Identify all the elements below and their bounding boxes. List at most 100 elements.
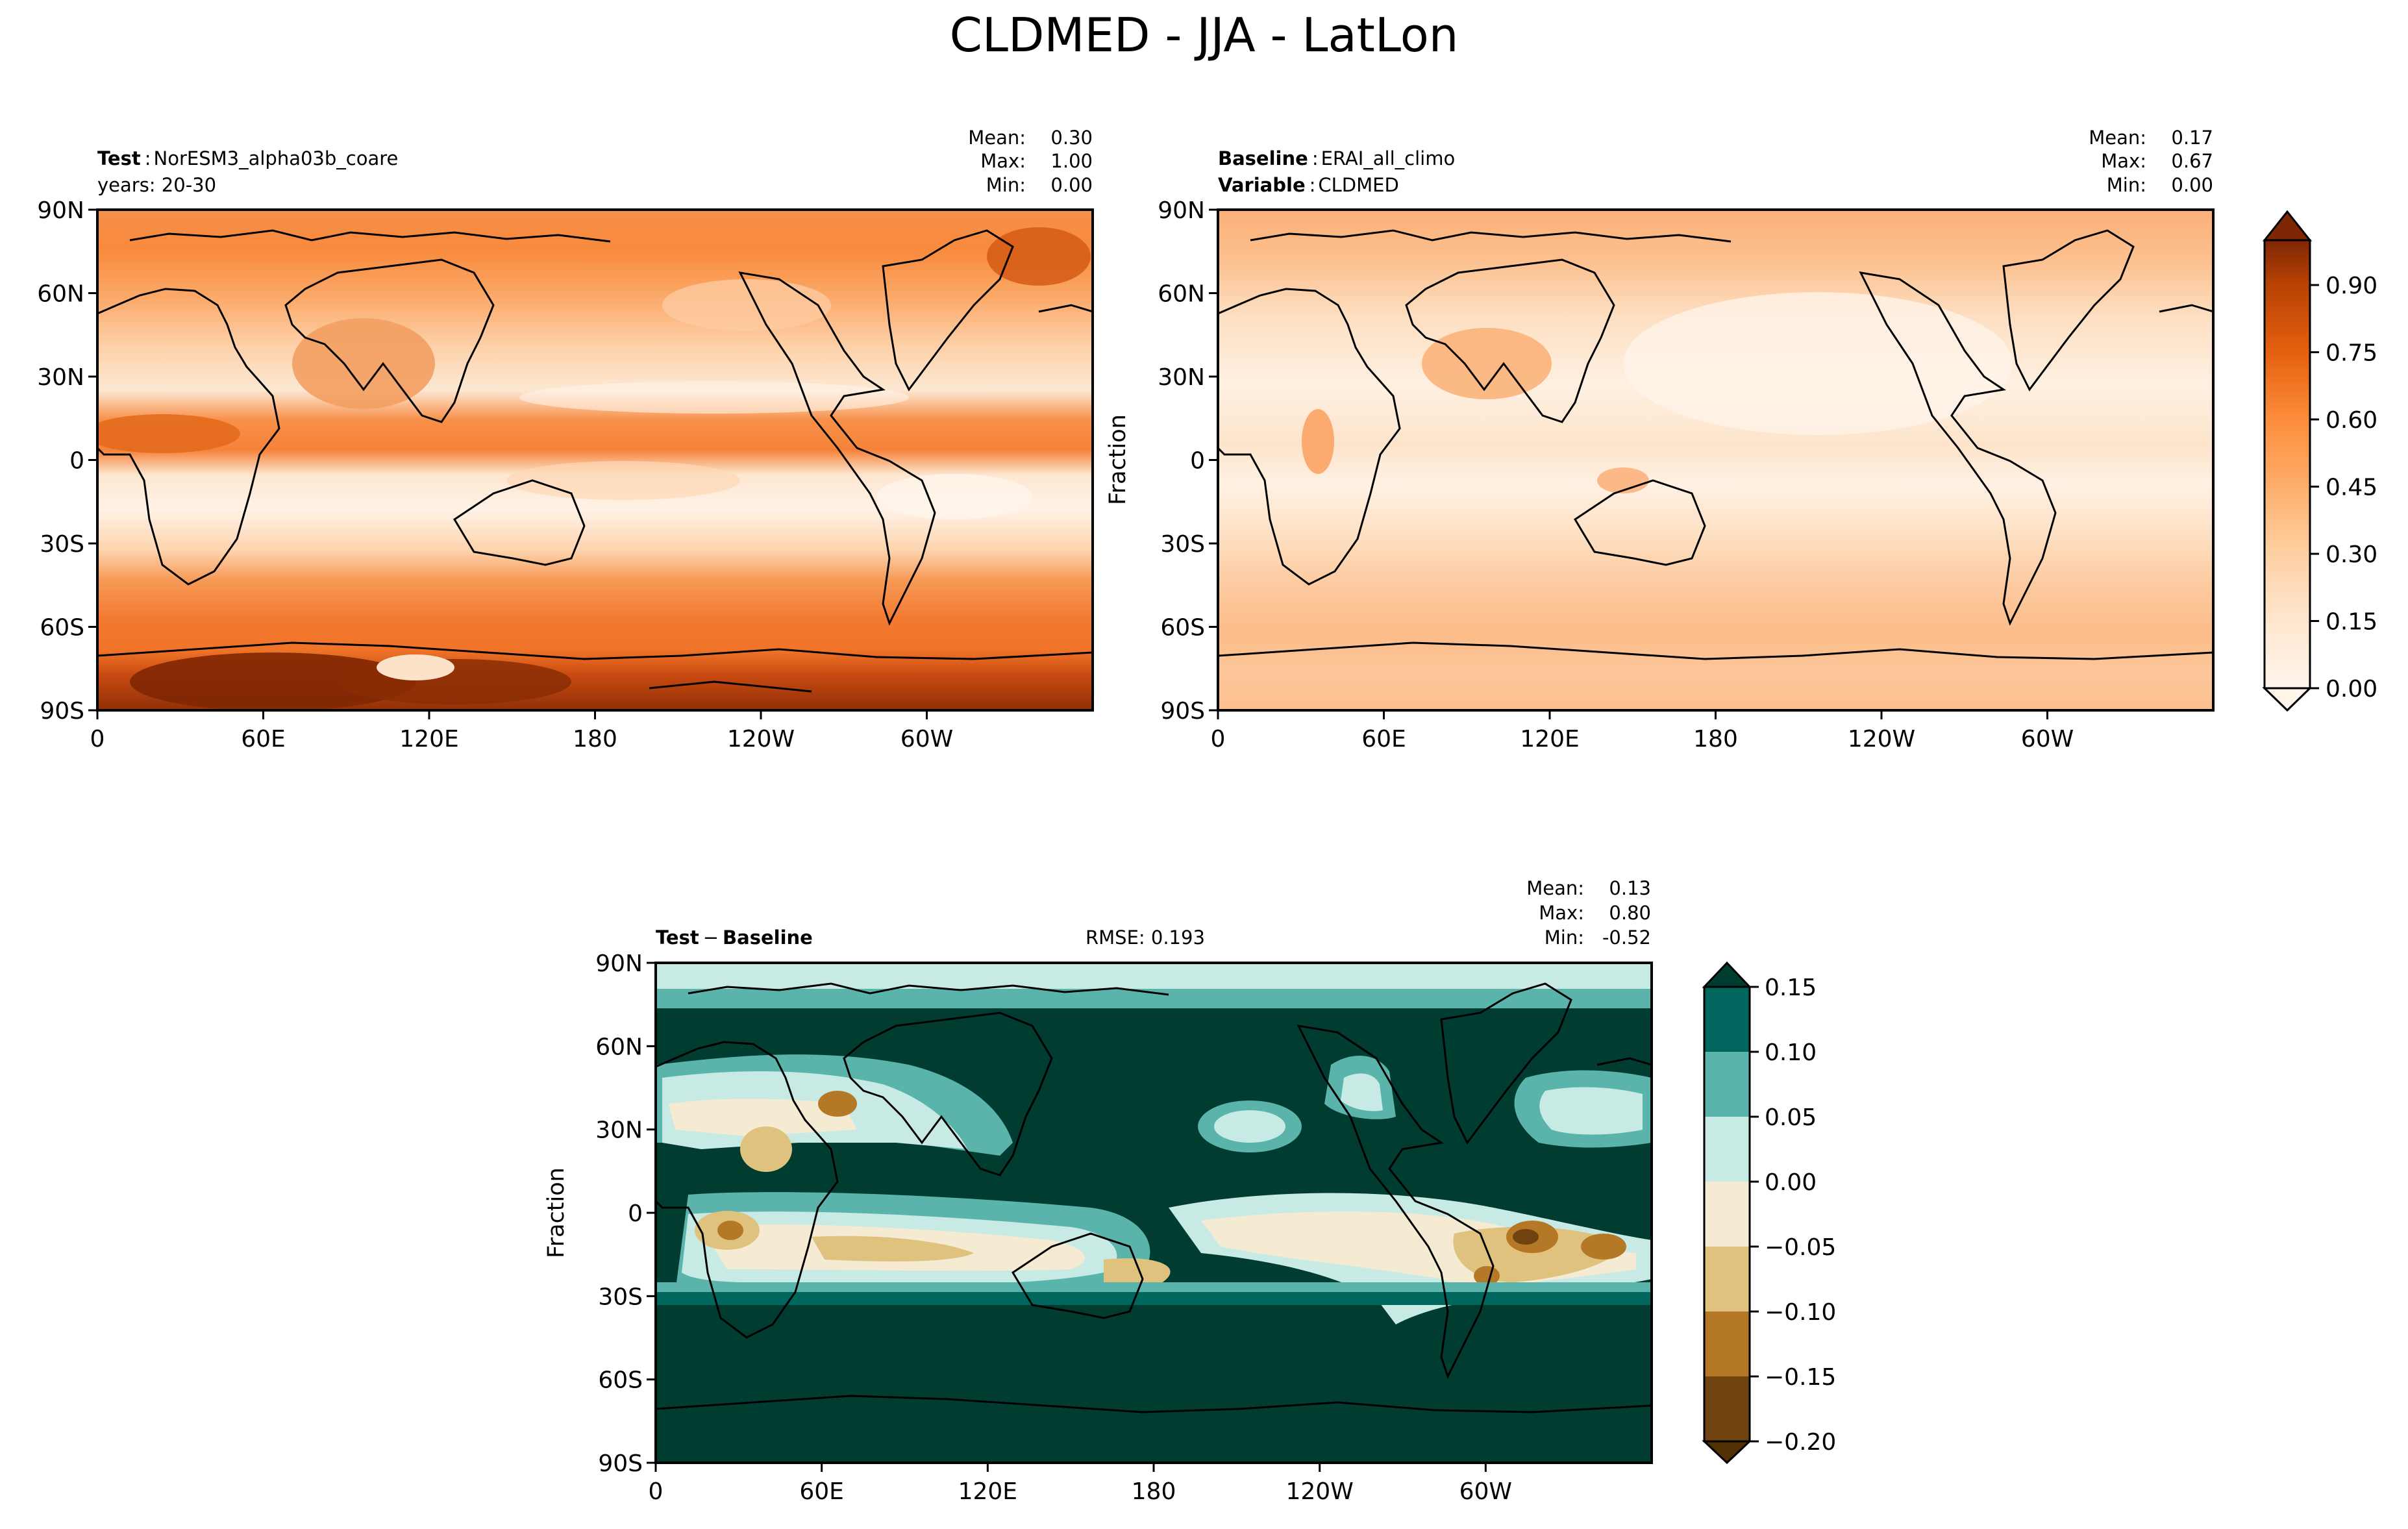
baseline-stat-max: 0.67: [2171, 150, 2213, 172]
brbg-colorbar-level: [1704, 1376, 1750, 1441]
brbg-colorbar-level: [1704, 987, 1750, 1052]
baseline-xtick-label: 120E: [1520, 726, 1579, 752]
oranges-colorbar-tick-label: 0.60: [2326, 407, 2377, 434]
diff-stat-min-label: Min:: [1545, 926, 1584, 949]
difference-xaxis: 0 60E 120E 180 120W 60W: [649, 1463, 1512, 1505]
brbg-colorbar-tick-label: −0.20: [1765, 1429, 1836, 1456]
brbg-colorbar-level: [1704, 1052, 1750, 1117]
test-panel: Test: NorESM3_alpha03b_coare years: 20-30…: [37, 127, 1094, 752]
baseline-label-bold: Baseline: [1218, 147, 1308, 169]
oranges-colorbar-body: [2265, 240, 2310, 688]
test-ytick-label: 60N: [37, 281, 84, 308]
difference-yaxis: 90N 60N 30N 0 30S 60S 90S: [595, 951, 656, 1477]
diff-stats: Mean: 0.13 Max: 0.80 Min: -0.52: [1526, 877, 1651, 949]
test-xtick-label: 60W: [900, 726, 953, 752]
svg-text:Baseline:ERAI_all_climo: Baseline: ERAI_all_climo: [1218, 147, 1455, 169]
test-field: [97, 210, 1093, 710]
test-label-bold: Test: [97, 147, 141, 169]
test-stat-min: 0.00: [1050, 174, 1093, 196]
baseline-ytick-label: 90S: [1160, 698, 1205, 725]
brbg-colorbar-blocks: [1704, 987, 1750, 1441]
brbg-colorbar-level: [1704, 1247, 1750, 1311]
test-ytick-label: 0: [69, 448, 84, 475]
difference-ytick-label: 60N: [595, 1034, 643, 1060]
svg-text:Test−Baseline: Test − Baseline: [656, 926, 813, 949]
baseline-xtick-label: 60W: [2021, 726, 2074, 752]
difference-xtick-label: 60E: [799, 1478, 844, 1505]
test-stats: Mean: 0.30 Max: 1.00 Min: 0.00: [968, 127, 1093, 196]
svg-text:Test:NorESM3_alpha03b_coare: Test: NorESM3_alpha03b_coare: [97, 147, 398, 169]
brbg-colorbar: −0.20 −0.15 −0.10 −0.05 0.00 0.05 0.10 0.15: [1702, 961, 1836, 1465]
difference-ytick-label: 60S: [598, 1367, 643, 1394]
baseline-coastlines: [1218, 229, 2213, 660]
difference-coastlines: [656, 982, 1652, 1413]
test-ytick-label: 90N: [37, 197, 84, 224]
test-subtitle: years: 20-30: [97, 174, 216, 196]
variable-label-bold: Variable: [1218, 174, 1306, 196]
oranges-colorbar-ticks: 0.00 0.15 0.30 0.45 0.60 0.75 0.90: [2310, 273, 2377, 702]
difference-ytick-label: 30N: [595, 1117, 643, 1144]
diff-stat-max-label: Max:: [1539, 902, 1584, 924]
brbg-colorbar-tick-label: 0.05: [1765, 1104, 1817, 1131]
baseline-ytick-label: 60S: [1160, 615, 1205, 641]
difference-xtick-label: 120W: [1286, 1478, 1354, 1505]
brbg-colorbar-max-extend: [1702, 961, 1752, 988]
brbg-colorbar-level: [1704, 1311, 1750, 1376]
brbg-colorbar-tick-label: −0.10: [1765, 1299, 1836, 1326]
test-ytick-label: 60S: [40, 615, 84, 641]
test-coastlines: [97, 229, 1093, 693]
test-xaxis: 0 60E 120E 180 120W 60W: [90, 710, 953, 752]
oranges-colorbar-tick-label: 0.30: [2326, 541, 2377, 568]
baseline-ytick-label: 30S: [1160, 531, 1205, 558]
baseline-stat-min-label: Min:: [2107, 174, 2146, 196]
oranges-colorbar-min-extend: [2262, 687, 2313, 712]
difference-field: [656, 963, 1652, 1463]
diff-label-op: −: [703, 926, 719, 949]
baseline-ytick-label: 0: [1190, 448, 1205, 475]
difference-xtick-label: 60W: [1459, 1478, 1512, 1505]
figure-title: CLDMED - JJA - LatLon: [949, 8, 1459, 62]
baseline-ytick-label: 60N: [1158, 281, 1205, 308]
test-xtick-label: 120W: [727, 726, 795, 752]
difference-ylabel: Fraction: [543, 1167, 569, 1258]
brbg-colorbar-tick-label: 0.00: [1765, 1169, 1817, 1196]
baseline-xaxis: 0 60E 120E 180 120W 60W: [1211, 710, 2074, 752]
difference-ytick-label: 0: [628, 1200, 643, 1227]
diff-label-test: Test: [656, 926, 699, 949]
difference-ytick-label: 90N: [595, 951, 643, 977]
test-ytick-label: 30N: [37, 364, 84, 391]
oranges-colorbar-tick-label: 0.15: [2326, 609, 2377, 636]
test-xtick-label: 60E: [241, 726, 286, 752]
baseline-field: [1218, 210, 2213, 710]
brbg-colorbar-tick-label: 0.10: [1765, 1039, 1817, 1066]
baseline-panel: Baseline: ERAI_all_climo Variable: CLDMED …: [1105, 127, 2215, 752]
test-stat-max-label: Max:: [980, 150, 1026, 172]
brbg-colorbar-ticks: −0.20 −0.15 −0.10 −0.05 0.00 0.05 0.10 0.15: [1750, 975, 1836, 1456]
baseline-stat-mean-label: Mean:: [2089, 127, 2146, 149]
test-stat-max: 1.00: [1050, 150, 1093, 172]
oranges-colorbar-tick-label: 0.45: [2326, 475, 2377, 501]
brbg-colorbar-tick-label: −0.15: [1765, 1364, 1836, 1391]
baseline-xtick-label: 60E: [1361, 726, 1406, 752]
baseline-stat-mean: 0.17: [2171, 127, 2213, 149]
brbg-colorbar-tick-label: −0.05: [1765, 1234, 1836, 1261]
difference-ytick-label: 90S: [598, 1450, 643, 1477]
oranges-colorbar-tick-label: 0.75: [2326, 340, 2377, 367]
test-xtick-label: 0: [90, 726, 105, 752]
baseline-xtick-label: 120W: [1848, 726, 1915, 752]
test-label-value: NorESM3_alpha03b_coare: [154, 147, 399, 169]
oranges-colorbar-tick-label: 0.90: [2326, 273, 2377, 299]
diff-label-baseline: Baseline: [723, 926, 813, 949]
oranges-colorbar-max-extend: [2262, 210, 2313, 242]
baseline-ytick-label: 30N: [1158, 364, 1205, 391]
variable-label-value: CLDMED: [1318, 174, 1398, 196]
baseline-stat-min: 0.00: [2171, 174, 2213, 196]
baseline-xtick-label: 0: [1211, 726, 1226, 752]
baseline-yaxis: 90N 60N 30N 0 30S 60S 90S: [1158, 197, 1218, 725]
baseline-ylabel: Fraction: [1105, 414, 1131, 505]
test-stat-mean-label: Mean:: [968, 127, 1026, 149]
difference-xtick-label: 120E: [958, 1478, 1017, 1505]
baseline-label-value: ERAI_all_climo: [1321, 147, 1456, 169]
test-xtick-label: 180: [573, 726, 617, 752]
